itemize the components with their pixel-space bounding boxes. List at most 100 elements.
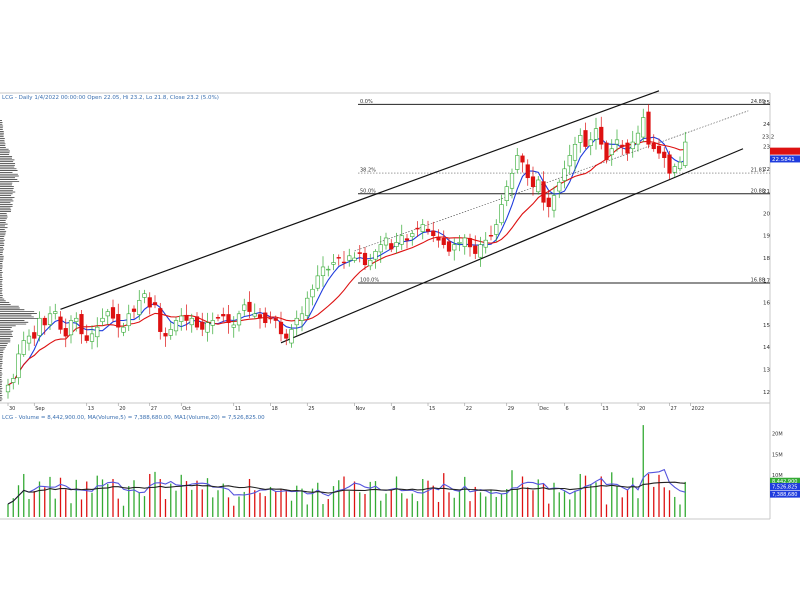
channel-mid-line [354,110,749,252]
price-axis-tick-label: 14 [763,345,770,351]
candle-up [11,378,16,383]
candle-up [326,268,331,271]
ma-slow-value-box [770,147,800,155]
candle-down [446,241,452,252]
candle-up [462,237,467,247]
x-axis-tick-label: 20 [639,406,645,412]
candle-down [284,333,289,339]
candle-down [158,308,163,332]
candle-down [467,238,473,248]
volume-last-label: 8,442,900 [772,479,797,485]
candle-up [420,224,425,232]
candle-down [530,176,536,187]
volume-ma20-line [7,481,686,505]
candle-up [137,300,142,315]
candle-up [121,326,126,333]
fib-level-percent: 50.0% [360,188,376,194]
price-axis-tick-label: 12 [763,390,770,396]
candle-down [488,235,494,237]
candle-up [630,141,635,150]
candle-up [168,329,173,336]
candle-down [221,314,226,317]
candle-up [231,324,236,328]
candle-down [441,237,446,245]
x-axis-tick-label: 18 [272,406,278,412]
candle-down [667,154,672,174]
candle-up [378,244,383,253]
price-axis-tick-label: 13 [763,368,770,374]
candle-up [100,317,105,323]
candle-up [614,139,620,145]
volume-ma5-label: 7,388,680 [772,492,797,498]
candle-up [567,155,572,167]
candle-up [173,320,179,332]
candle-down [79,314,84,335]
candle-up [635,132,641,145]
ma-fast-value-label: 22.5841 [772,157,795,163]
x-axis-tick-label: 8 [392,406,395,412]
volume-ma20-box [770,483,800,491]
candle-up [105,311,110,317]
price-axis-tick-label: 19 [763,234,770,240]
candle-up [399,235,404,245]
candle-down [357,252,362,254]
candle-down [341,261,347,264]
candle-down [599,126,604,145]
volume-axis-tick-label: 15M [772,452,783,458]
candle-up [331,262,336,265]
candle-down [541,181,546,203]
x-axis-tick-label: 11 [235,406,241,412]
x-axis-tick-label: 6 [566,406,569,412]
candle-up [478,244,483,258]
candle-up [142,293,147,298]
candle-up [572,143,578,161]
fib-level-value: 24.89 [751,99,765,105]
candle-up [352,257,357,261]
last-price-label: 23.2 [762,135,774,141]
candle-down [583,130,588,147]
candle-up [242,304,247,311]
candle-up [394,242,399,247]
candle-down [273,318,278,321]
candle-down [278,321,284,335]
candle-up [47,313,53,325]
candle-up [509,172,515,189]
price-axis-tick-label: 15 [763,323,770,329]
volume-ma5-box [770,490,800,498]
x-axis-tick-label: 2022 [692,406,705,412]
x-axis-tick-label: Nov [356,406,366,412]
candle-down [194,316,200,328]
candle-down [473,245,478,254]
candle-up [179,315,184,322]
candle-up [677,161,683,170]
x-axis-tick-label: 15 [429,406,435,412]
price-axis-tick-label: 21 [763,189,770,195]
candle-down [362,252,368,266]
candle-up [483,239,488,248]
candle-up [557,181,562,192]
candle-down [625,142,630,154]
x-axis-tick-label: Oct [182,406,191,412]
ma-fast-line [7,136,686,386]
volume-ma5-line [7,468,686,505]
candle-down [163,333,168,337]
candle-up [37,317,42,336]
candle-up [68,320,74,336]
candle-up [126,313,131,327]
candle-down [336,257,341,259]
candle-up [95,326,100,338]
ma-fast-value-box [770,155,800,163]
candle-up [74,317,79,322]
candle-down [131,308,137,312]
candle-down [620,144,625,147]
fib-level-value: 16.88 [751,278,765,284]
candle-down [257,314,263,319]
candle-down [116,314,121,328]
candle-up [672,166,677,173]
volume-last-box [770,477,800,485]
candle-up [210,320,215,326]
x-axis-tick-label: Sep [35,406,44,412]
candle-down [520,155,525,163]
